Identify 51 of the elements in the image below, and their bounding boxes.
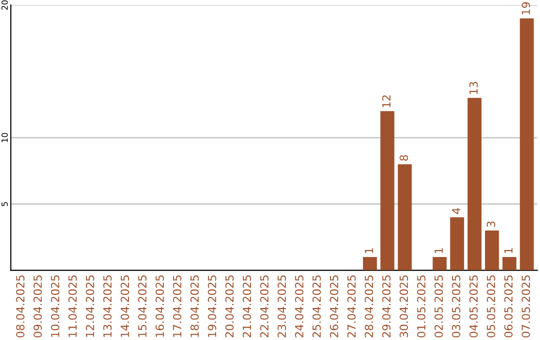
- x-tick-label: 01.05.2025: [417, 275, 426, 338]
- x-tick-label: 19.04.2025: [208, 275, 216, 337]
- x-tick-label: 09.04.2025: [34, 275, 42, 338]
- x-tick-label: 28.04.2025: [364, 275, 374, 338]
- x-tick-label: 20.04.2025: [225, 275, 234, 338]
- data-label: 1: [434, 248, 443, 254]
- bar: [502, 257, 516, 270]
- x-tick-label: 25.04.2025: [312, 275, 321, 338]
- data-label: 3: [486, 222, 496, 227]
- x-tick-label: 11.04.2025: [68, 275, 77, 337]
- x-tick-label: 06.05.2025: [504, 275, 513, 338]
- bar: [468, 98, 482, 270]
- bar: [485, 230, 499, 270]
- data-label: 19: [522, 2, 530, 14]
- x-tick-label: 21.04.2025: [242, 275, 252, 338]
- bar: [432, 257, 447, 270]
- x-tick-label: 12.04.2025: [86, 275, 94, 337]
- data-label: 13: [469, 82, 478, 94]
- bar: [398, 164, 412, 270]
- x-tick-label: 26.04.2025: [330, 275, 338, 338]
- x-tick-label: 10.04.2025: [50, 275, 60, 337]
- x-tick-label: 07.05.2025: [522, 275, 530, 338]
- data-label: 1: [364, 248, 373, 254]
- data-label: 12: [382, 95, 390, 108]
- y-tick-label: 5: [2, 202, 8, 206]
- x-tick-label: 23.04.2025: [278, 275, 286, 338]
- x-tick-label: 18.04.2025: [190, 275, 199, 337]
- data-label: 4: [452, 208, 460, 214]
- x-tick-label: 04.05.2025: [469, 275, 478, 338]
- x-tick-label: 22.04.2025: [260, 275, 269, 338]
- x-tick-label: 03.05.2025: [452, 275, 460, 338]
- data-label: 8: [400, 155, 408, 161]
- x-tick-label: 13.04.2025: [103, 275, 112, 337]
- x-tick-label: 15.04.2025: [138, 275, 147, 337]
- x-tick-label: 30.04.2025: [400, 275, 408, 338]
- x-tick-label: 02.05.2025: [434, 275, 443, 338]
- bar: [520, 18, 534, 270]
- x-tick-label: 14.04.2025: [120, 275, 130, 337]
- x-tick-label: 17.04.2025: [172, 275, 182, 337]
- x-tick-label: 16.04.2025: [156, 275, 164, 337]
- x-tick-label: 05.05.2025: [486, 275, 496, 338]
- y-tick-label: 10: [1, 132, 8, 142]
- x-tick-label: 27.04.2025: [347, 275, 356, 338]
- bar: [362, 257, 377, 270]
- x-tick-label: 24.04.2025: [295, 275, 304, 338]
- x-tick-label: 08.04.2025: [16, 275, 24, 338]
- data-label: 1: [504, 248, 512, 254]
- bar: [450, 217, 464, 270]
- x-tick-label: 29.04.2025: [382, 275, 391, 338]
- y-tick-label: 20: [1, 0, 8, 10]
- bar: [380, 111, 394, 270]
